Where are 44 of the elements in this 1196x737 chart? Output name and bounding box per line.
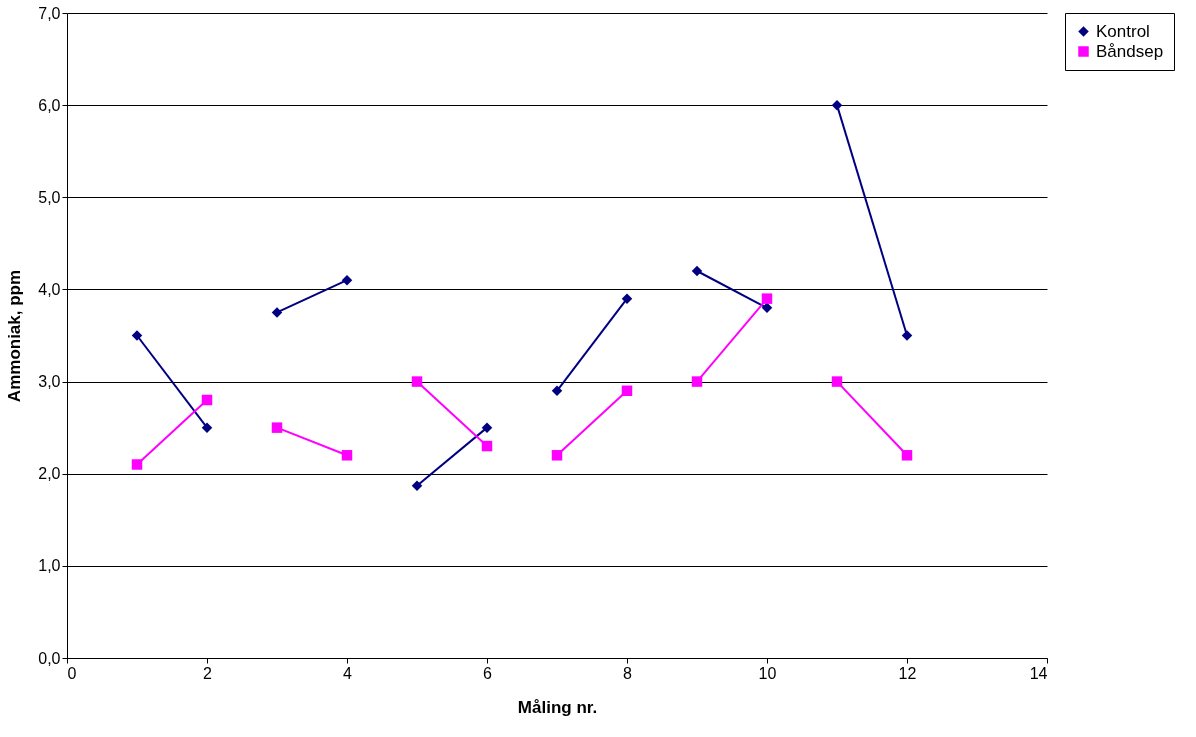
y-tick-label: 7,0	[38, 4, 61, 22]
x-tick-label: 14	[1029, 664, 1048, 682]
point	[761, 293, 773, 304]
y-axis-title: Ammoniak, ppm	[5, 269, 25, 403]
y-tick-label: 5,0	[38, 188, 61, 206]
point	[901, 330, 913, 341]
point	[551, 450, 563, 461]
point	[131, 459, 143, 470]
x-tick-label: 12	[898, 664, 917, 682]
y-tick-label: 3,0	[38, 373, 61, 391]
x-tick-label: 2	[203, 664, 213, 682]
x-axis-title: Måling nr.	[517, 697, 598, 717]
x-tick-label: 4	[343, 664, 353, 682]
point	[691, 265, 703, 277]
point	[131, 330, 143, 341]
y-tick-label: 0,0	[38, 649, 61, 667]
y-tick-label: 4,0	[38, 280, 61, 298]
x-tick-label: 10	[758, 664, 777, 682]
x-tick-label: 0	[67, 664, 77, 682]
legend-label: Kontrol	[1096, 21, 1150, 41]
point	[201, 394, 213, 406]
point	[691, 376, 703, 387]
legend-label: Båndsep	[1096, 41, 1164, 61]
y-tick-label: 1,0	[38, 557, 61, 575]
x-tick-label: 8	[623, 664, 633, 682]
point	[411, 376, 423, 387]
x-tick-label: 6	[483, 664, 493, 682]
point	[341, 450, 353, 461]
y-tick-label: 2,0	[38, 465, 61, 483]
point	[621, 293, 633, 304]
point	[831, 99, 843, 111]
point	[481, 422, 493, 433]
point	[481, 440, 493, 452]
point	[901, 450, 913, 461]
point	[201, 422, 213, 433]
point	[551, 385, 563, 397]
y-tick-label: 6,0	[38, 96, 61, 114]
point	[831, 376, 843, 387]
point	[411, 480, 423, 491]
point	[761, 302, 773, 314]
point	[621, 385, 633, 397]
point	[271, 307, 283, 318]
point	[271, 422, 283, 433]
point	[341, 274, 353, 286]
